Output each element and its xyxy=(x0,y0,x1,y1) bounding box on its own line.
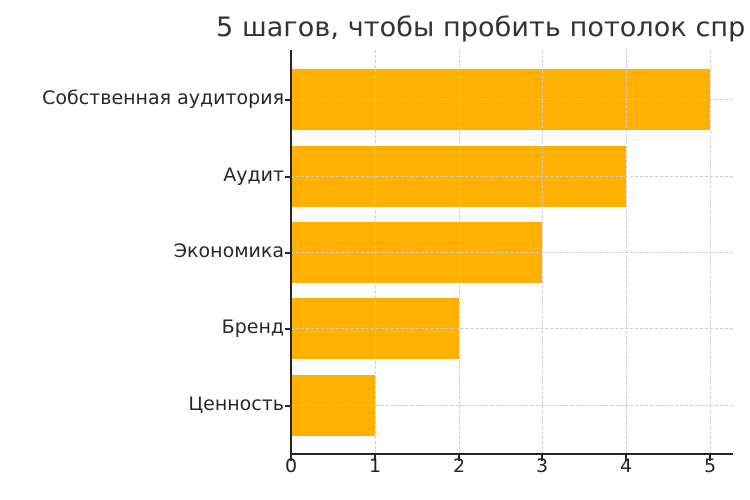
x-tick xyxy=(709,455,711,461)
horizontal-grid-line xyxy=(291,176,733,177)
y-tick-label: Аудит xyxy=(223,164,284,186)
x-tick-label: 0 xyxy=(284,455,298,477)
vertical-grid-line xyxy=(542,50,543,454)
x-axis-line xyxy=(290,453,733,455)
y-tick xyxy=(285,99,291,101)
horizontal-grid-line xyxy=(291,99,733,100)
y-tick-label: Ценность xyxy=(188,393,284,415)
x-tick-label: 2 xyxy=(452,455,466,477)
vertical-grid-line xyxy=(626,50,627,454)
x-tick xyxy=(541,455,543,461)
horizontal-grid-line xyxy=(291,405,733,406)
vertical-grid-line xyxy=(710,50,711,454)
y-axis-line xyxy=(290,50,292,455)
y-tick-label: Экономика xyxy=(173,240,284,262)
y-tick-label: Бренд xyxy=(221,316,284,338)
x-tick-label: 5 xyxy=(703,455,717,477)
y-tick-label: Собственная аудитория xyxy=(42,87,284,109)
y-tick xyxy=(285,405,291,407)
x-tick xyxy=(458,455,460,461)
chart-title: 5 шагов, чтобы пробить потолок спр xyxy=(216,12,746,43)
x-tick-label: 3 xyxy=(535,455,549,477)
x-tick-label: 4 xyxy=(619,455,633,477)
x-tick xyxy=(290,455,292,461)
x-tick xyxy=(625,455,627,461)
horizontal-grid-line xyxy=(291,328,733,329)
y-tick xyxy=(285,176,291,178)
y-tick xyxy=(285,252,291,254)
vertical-grid-line xyxy=(375,50,376,454)
vertical-grid-line xyxy=(459,50,460,454)
x-tick xyxy=(374,455,376,461)
x-tick-label: 1 xyxy=(368,455,382,477)
y-tick xyxy=(285,328,291,330)
horizontal-grid-line xyxy=(291,252,733,253)
